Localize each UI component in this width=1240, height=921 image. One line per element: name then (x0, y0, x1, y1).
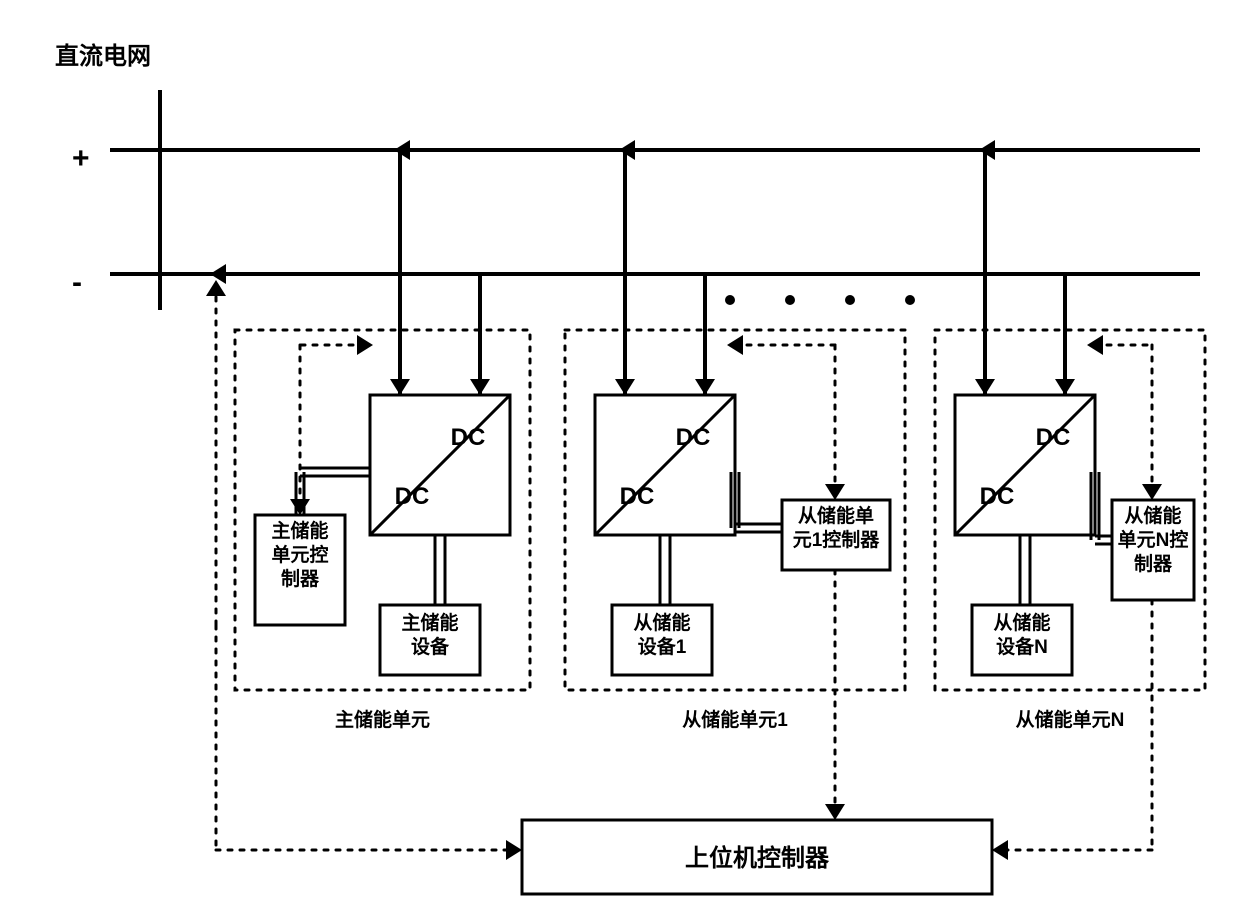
ctrl-slaveN-l0: 从储能 (1124, 504, 1181, 527)
host-controller-label: 上位机控制器 (685, 844, 830, 872)
dcdc-slaveN-dc-bot: DC (980, 483, 1015, 510)
dev-slaveN-l1: 设备N (996, 635, 1048, 658)
dcdc-main-dc-bot: DC (395, 483, 430, 510)
ctrl-main-l2: 制器 (281, 567, 320, 590)
ctrl-slaveN-l2: 制器 (1134, 552, 1173, 575)
dcdc-slaveN-dc-top: DC (1036, 424, 1071, 451)
dev-slave1-l1: 设备1 (638, 635, 687, 658)
ctrl-slave1-l0: 从储能单 (798, 504, 874, 527)
dev-slave1-l0: 从储能 (633, 611, 690, 634)
ctrl-slave1-l1: 元1控制器 (793, 528, 881, 551)
dev-main-l1: 设备 (411, 635, 450, 658)
ctrl-main-l0: 主储能 (271, 519, 328, 542)
ellipsis-dot (845, 295, 855, 305)
ctrl-slaveN-l1: 单元N控 (1118, 528, 1189, 551)
dev-slaveN-l0: 从储能 (993, 611, 1050, 634)
unit-main-caption: 主储能单元 (335, 708, 430, 731)
diagram-canvas: 直流电网+-上位机控制器主储能单元DCDC主储能设备主储能单元控制器从储能单元1… (0, 0, 1240, 921)
bus-plus: + (72, 142, 90, 175)
ellipsis-dot (785, 295, 795, 305)
bus-title: 直流电网 (55, 43, 151, 70)
unit-slave1-caption: 从储能单元1 (682, 708, 788, 731)
unit-slaveN-caption: 从储能单元N (1016, 708, 1125, 731)
ellipsis-dot (905, 295, 915, 305)
dev-main-l0: 主储能 (401, 611, 458, 634)
dcdc-main-dc-top: DC (451, 424, 486, 451)
dcdc-slave1-dc-bot: DC (620, 483, 655, 510)
dcdc-slave1-dc-top: DC (676, 424, 711, 451)
bus-minus: - (72, 266, 82, 299)
ctrl-main-l1: 单元控 (271, 543, 328, 566)
ellipsis-dot (725, 295, 735, 305)
